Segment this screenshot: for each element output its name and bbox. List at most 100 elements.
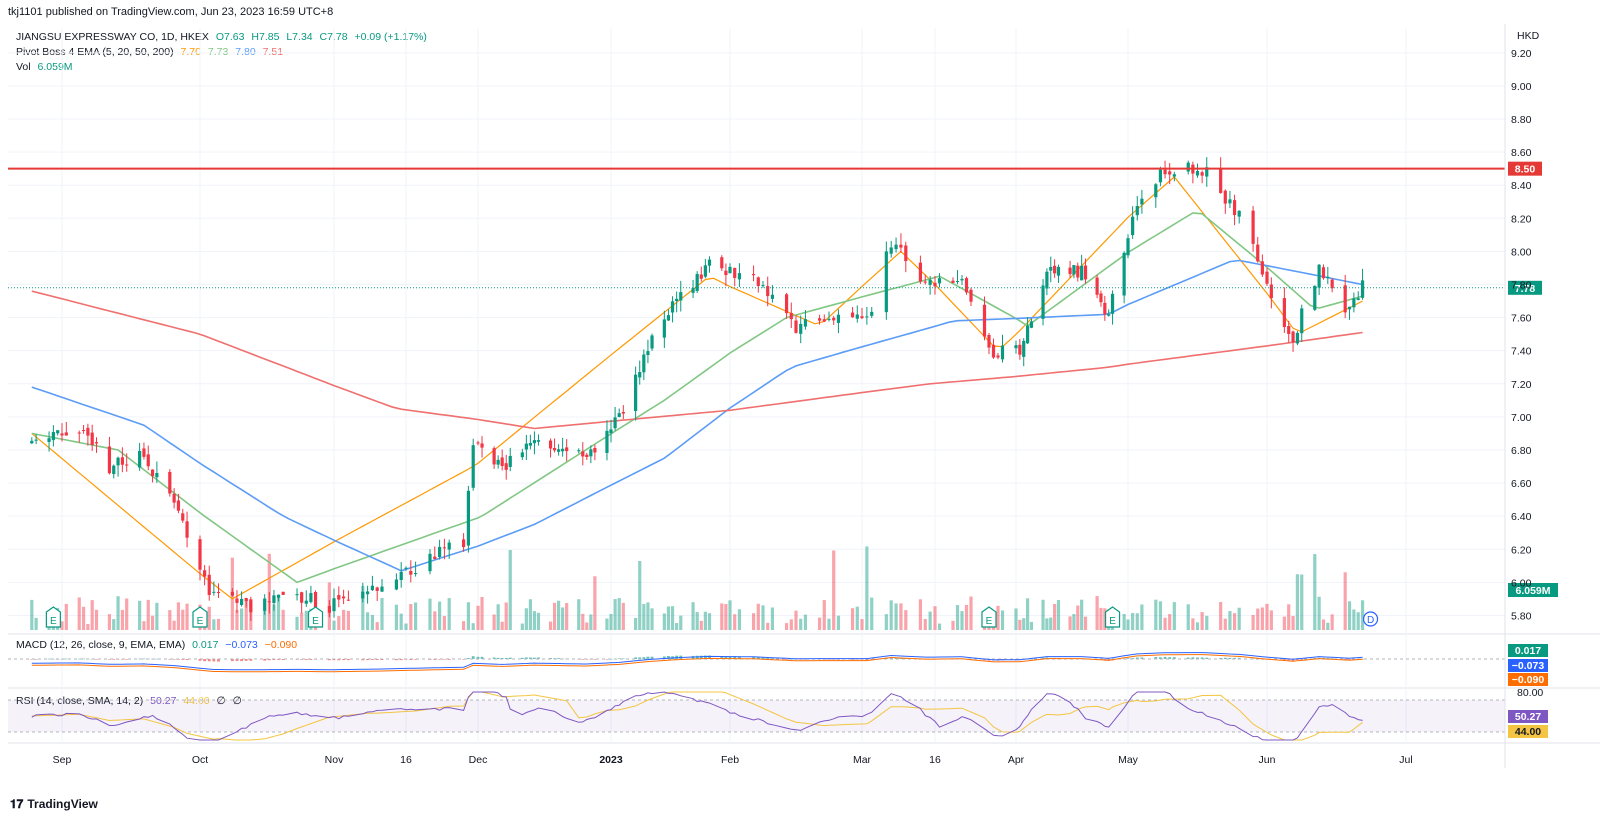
candle-body (112, 465, 116, 475)
time-tick-label: Oct (192, 754, 208, 766)
volume-bar (142, 621, 146, 630)
volume-bar (428, 598, 432, 630)
volume-bar (937, 623, 942, 630)
tradingview-logo[interactable]: 𝟏𝟕 TradingView (10, 797, 98, 812)
candle-body (94, 442, 99, 444)
volume-bar (1317, 596, 1321, 630)
candle-body (1269, 284, 1273, 299)
volume-bar (1083, 616, 1088, 630)
candle-body (1076, 265, 1080, 278)
candle-body (524, 443, 528, 450)
volume-bar (850, 608, 855, 630)
candle-body (1295, 332, 1300, 344)
last-price-label: 7.78 (1515, 283, 1536, 295)
candle-body (155, 472, 159, 478)
macd-hist-bar (185, 659, 189, 661)
candle-body (81, 429, 86, 431)
volume-bar (239, 608, 244, 630)
volume-bar (1191, 618, 1195, 630)
macd-hist-bar (1343, 659, 1347, 660)
macd-hist-bar (1172, 657, 1176, 659)
candle-body (1330, 279, 1334, 289)
volume-bar (581, 613, 585, 630)
volume-label[interactable]: Vol (16, 61, 31, 73)
candle-body (904, 245, 908, 262)
price-tick-label: 7.60 (1511, 313, 1532, 325)
volume-bar (1237, 607, 1241, 630)
dividend-marker[interactable] (1362, 611, 1379, 627)
earnings-marker[interactable] (192, 606, 208, 628)
price-tick-label: 9.20 (1511, 48, 1532, 60)
volume-bar (565, 603, 569, 630)
volume-bar (996, 605, 1000, 630)
candle-body (638, 372, 642, 378)
rsi-label[interactable]: RSI (14, close, SMA, 14, 2) (16, 695, 143, 707)
price-tick-label: 7.00 (1511, 412, 1532, 424)
candle-body (1014, 345, 1018, 349)
earnings-marker[interactable] (1104, 606, 1121, 628)
earnings-marker[interactable] (307, 606, 324, 628)
volume-bar (1326, 622, 1330, 630)
earnings-marker[interactable] (45, 606, 61, 628)
time-tick-label: Jul (1399, 754, 1412, 766)
ema-indicator-label[interactable]: Pivot Boss 4 EMA (5, 20, 50, 200) (16, 46, 174, 58)
volume-legend: Vol 6.059M (16, 61, 77, 73)
volume-bar (822, 600, 826, 630)
candle-body (281, 591, 285, 595)
macd-hist-bar (138, 658, 142, 660)
candle-body (203, 570, 207, 577)
time-axis: Sep Oct Nov 16 Dec 2023 Feb Mar 16 Apr May Jun Jul (53, 754, 1413, 766)
candle-body (605, 430, 609, 453)
candle-body (466, 490, 470, 546)
candle-body (276, 594, 281, 598)
volume-bar (146, 599, 150, 630)
candle-body (565, 447, 569, 452)
volume-bar (1163, 617, 1167, 630)
macd-axis-tag (1508, 659, 1548, 672)
volume-bar (923, 618, 927, 630)
candle-body (414, 573, 418, 575)
rsi-line (31, 691, 1363, 741)
macd-legend: MACD (12, 26, close, 9, EMA, EMA) 0.017 … (16, 639, 301, 651)
candle-body (313, 592, 318, 608)
candle-body (309, 592, 313, 603)
time-tick-label: Dec (469, 754, 488, 766)
volume-bar (1045, 618, 1049, 630)
candle-body (150, 469, 155, 477)
earnings-marker[interactable] (981, 606, 997, 628)
candle-body (1029, 321, 1034, 328)
candle-body (125, 464, 129, 466)
macd-hist-bar (480, 656, 484, 659)
candle-body (366, 591, 370, 595)
candle-body (185, 521, 189, 538)
volume-bar (60, 621, 64, 630)
candle-body (552, 448, 557, 451)
candle-body (1049, 266, 1053, 271)
candle-body (230, 591, 234, 596)
candle-body (761, 285, 765, 287)
macd-hist-bar (804, 659, 807, 660)
macd-hist-bar (1313, 658, 1317, 659)
macd-line (31, 652, 1363, 671)
candle-body (609, 429, 613, 434)
rsi-ma-value: 44.00 (183, 695, 209, 707)
macd-hist-bar (851, 659, 854, 660)
macd-axis-tag-label: 0.017 (1515, 645, 1541, 657)
candle-body (380, 586, 384, 592)
currency-label: HKD (1517, 30, 1540, 42)
macd-hist-bar (1041, 657, 1045, 659)
ema50-line (31, 259, 1363, 572)
macd-hist-bar (646, 656, 650, 659)
macd-hist-bar (342, 659, 345, 661)
macd-hist-bar (492, 657, 496, 659)
candle-body (889, 247, 893, 254)
volume-bar (561, 607, 565, 630)
macd-label[interactable]: MACD (12, 26, close, 9, EMA, EMA) (16, 639, 186, 651)
macd-axis-tag-label: −0.090 (1512, 674, 1545, 686)
volume-bar (894, 603, 898, 630)
macd-hist-bar (347, 659, 350, 661)
macd-hist-bar (756, 657, 760, 659)
volume-bar (508, 549, 512, 630)
symbol-name[interactable]: JIANGSU EXPRESSWAY CO, 1D, HKEX (16, 31, 209, 43)
